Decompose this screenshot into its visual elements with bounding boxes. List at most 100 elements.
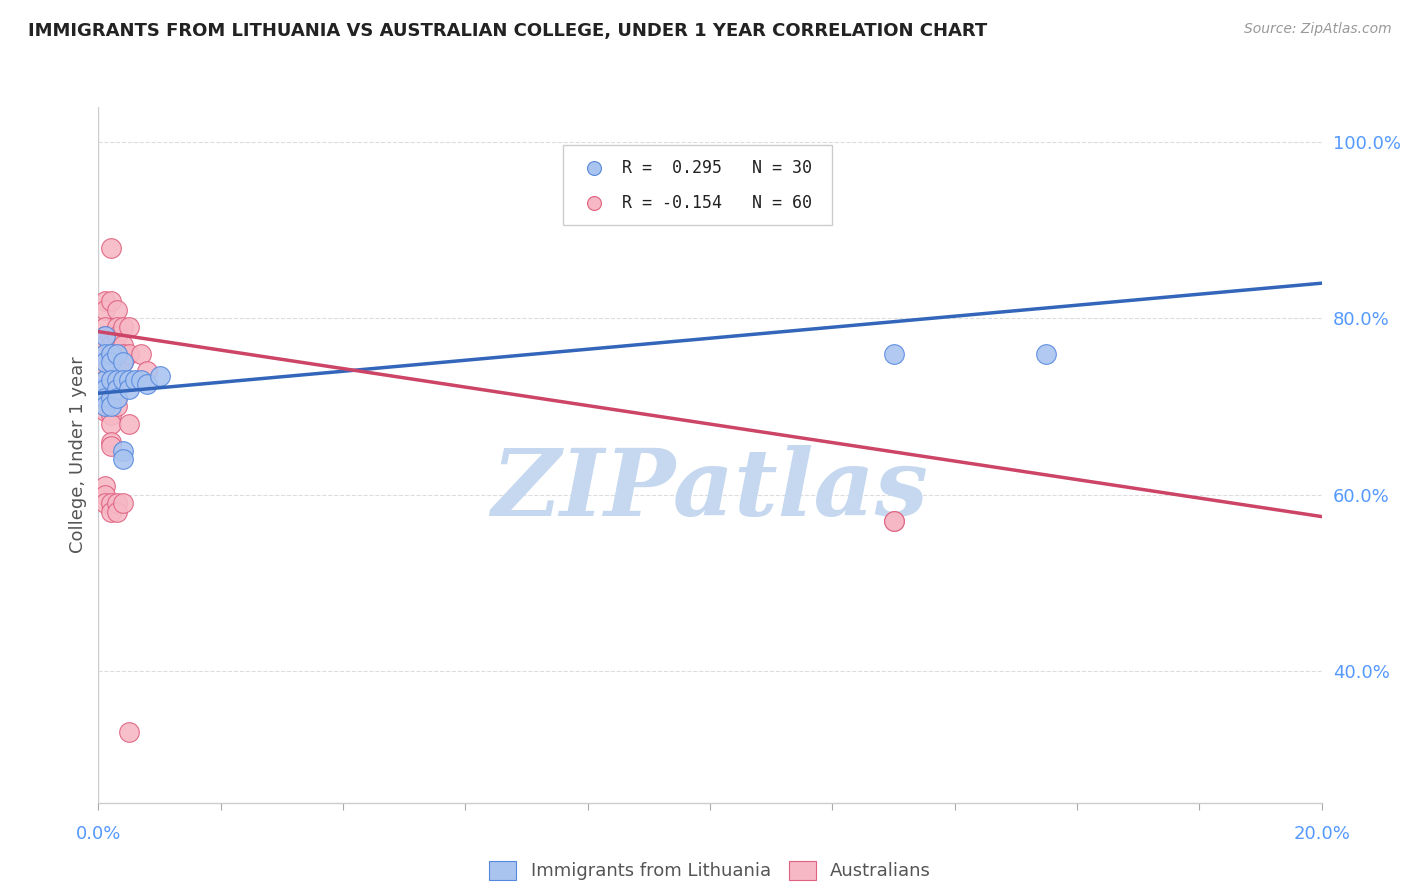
Point <box>100 439 122 453</box>
Point <box>105 505 128 519</box>
Point <box>93 338 115 352</box>
Point <box>111 452 134 467</box>
Point <box>93 329 115 343</box>
Point <box>111 320 134 334</box>
Point <box>105 346 128 360</box>
Text: ZIPatlas: ZIPatlas <box>492 445 928 534</box>
Point <box>111 346 134 360</box>
Text: 0.0%: 0.0% <box>76 825 121 843</box>
FancyBboxPatch shape <box>564 145 832 226</box>
Point <box>100 434 122 449</box>
Point <box>129 373 152 387</box>
Point <box>105 302 128 317</box>
Point <box>100 346 122 360</box>
Point <box>105 320 128 334</box>
Point <box>93 346 115 360</box>
Point <box>100 241 122 255</box>
Point <box>100 505 122 519</box>
Point <box>1035 346 1057 360</box>
Point <box>118 417 141 431</box>
Point <box>100 329 122 343</box>
Text: R =  0.295   N = 30: R = 0.295 N = 30 <box>621 159 811 177</box>
Point <box>93 400 115 414</box>
Point <box>105 373 128 387</box>
Point <box>93 329 115 343</box>
Point <box>100 417 122 431</box>
Point <box>111 355 134 369</box>
Point <box>149 368 172 383</box>
Point <box>105 391 128 405</box>
Point <box>100 409 122 423</box>
Point <box>105 496 128 510</box>
Text: IMMIGRANTS FROM LITHUANIA VS AUSTRALIAN COLLEGE, UNDER 1 YEAR CORRELATION CHART: IMMIGRANTS FROM LITHUANIA VS AUSTRALIAN … <box>28 22 987 40</box>
Point <box>111 496 134 510</box>
Point <box>105 382 128 396</box>
Point <box>93 302 115 317</box>
Point <box>93 382 115 396</box>
Point <box>118 725 141 739</box>
Point <box>111 373 134 387</box>
Point <box>105 382 128 396</box>
Point <box>883 346 905 360</box>
Point <box>100 346 122 360</box>
Point <box>100 391 122 405</box>
Point <box>105 400 128 414</box>
Point <box>883 514 905 528</box>
Point <box>100 400 122 414</box>
Point <box>93 404 115 418</box>
Point <box>129 346 152 360</box>
Point <box>118 346 141 360</box>
Point <box>93 346 115 360</box>
Text: 20.0%: 20.0% <box>1294 825 1350 843</box>
Point <box>93 293 115 308</box>
Point <box>111 338 134 352</box>
Point <box>100 400 122 414</box>
Point <box>93 320 115 334</box>
Point <box>111 443 134 458</box>
Point <box>100 355 122 369</box>
Point <box>93 487 115 501</box>
Point <box>93 382 115 396</box>
Point <box>100 373 122 387</box>
Point <box>93 391 115 405</box>
Point <box>93 373 115 387</box>
Point <box>100 293 122 308</box>
Point <box>93 373 115 387</box>
Point <box>87 351 110 365</box>
Point <box>118 320 141 334</box>
Point <box>87 359 110 374</box>
Point <box>87 368 110 383</box>
Point <box>87 382 110 396</box>
Point <box>883 514 905 528</box>
Text: R = -0.154   N = 60: R = -0.154 N = 60 <box>621 194 811 212</box>
Point <box>93 355 115 369</box>
Point <box>93 355 115 369</box>
Point <box>118 382 141 396</box>
Point <box>87 338 110 352</box>
Point <box>100 496 122 510</box>
Point <box>87 391 110 405</box>
Point <box>111 355 134 369</box>
Point <box>105 346 128 360</box>
Point <box>93 479 115 493</box>
Text: Source: ZipAtlas.com: Source: ZipAtlas.com <box>1244 22 1392 37</box>
Point <box>87 382 110 396</box>
Point <box>87 382 110 396</box>
Point <box>100 338 122 352</box>
Legend: Immigrants from Lithuania, Australians: Immigrants from Lithuania, Australians <box>482 854 938 888</box>
Point <box>93 400 115 414</box>
Point <box>124 373 146 387</box>
Point <box>118 373 141 387</box>
Point <box>93 391 115 405</box>
Point <box>136 377 159 392</box>
Point <box>87 373 110 387</box>
Point <box>93 496 115 510</box>
Point <box>87 346 110 360</box>
Point <box>100 382 122 396</box>
Point <box>93 364 115 378</box>
Point <box>100 355 122 369</box>
Point <box>105 391 128 405</box>
Point <box>136 364 159 378</box>
Y-axis label: College, Under 1 year: College, Under 1 year <box>69 357 87 553</box>
Point <box>105 329 128 343</box>
